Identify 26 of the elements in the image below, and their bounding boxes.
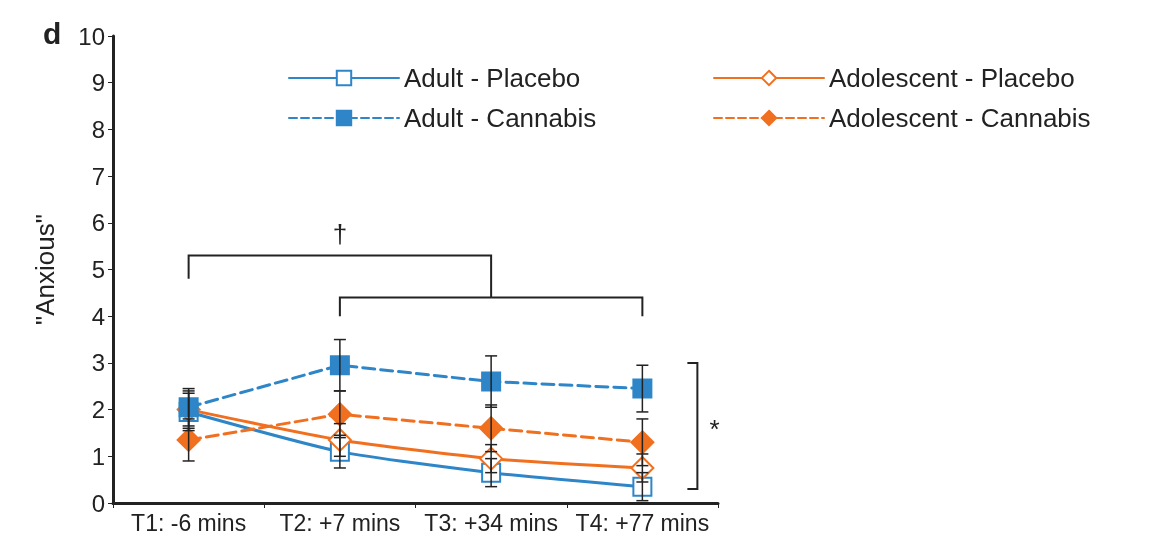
- legend-label: Adolescent - Placebo: [829, 63, 1075, 93]
- y-tick-label: 6: [91, 209, 105, 237]
- y-tick-label: 5: [91, 256, 105, 283]
- y-tick-label: 10: [78, 22, 105, 50]
- y-tick-label: 9: [91, 69, 105, 97]
- point: [176, 427, 201, 452]
- annotation: †: [332, 219, 348, 250]
- legend-label: Adult - Placebo: [404, 63, 581, 93]
- annotation: *: [709, 413, 720, 444]
- chart-title: d: [43, 16, 62, 50]
- y-tick-label: 7: [91, 162, 105, 190]
- point: [630, 430, 655, 455]
- x-tick-label: T4: +77 mins: [575, 509, 710, 536]
- legend-label: Adolescent - Cannabis: [829, 103, 1091, 133]
- y-tick-label: 1: [91, 442, 105, 470]
- x-tick-label: T3: +34 mins: [424, 509, 558, 536]
- x-tick-label: T1: -6 mins: [131, 509, 247, 536]
- y-axis-title: "Anxious": [30, 214, 60, 325]
- y-tick-label: 8: [91, 115, 105, 143]
- point: [632, 378, 653, 399]
- y-tick-label: 2: [91, 396, 105, 424]
- y-tick-label: 0: [91, 489, 105, 517]
- x-tick-label: T2: +7 mins: [279, 509, 401, 536]
- y-tick-label: 3: [91, 349, 105, 377]
- y-tick-label: 4: [91, 302, 105, 330]
- legend-label: Adult - Cannabis: [404, 103, 597, 133]
